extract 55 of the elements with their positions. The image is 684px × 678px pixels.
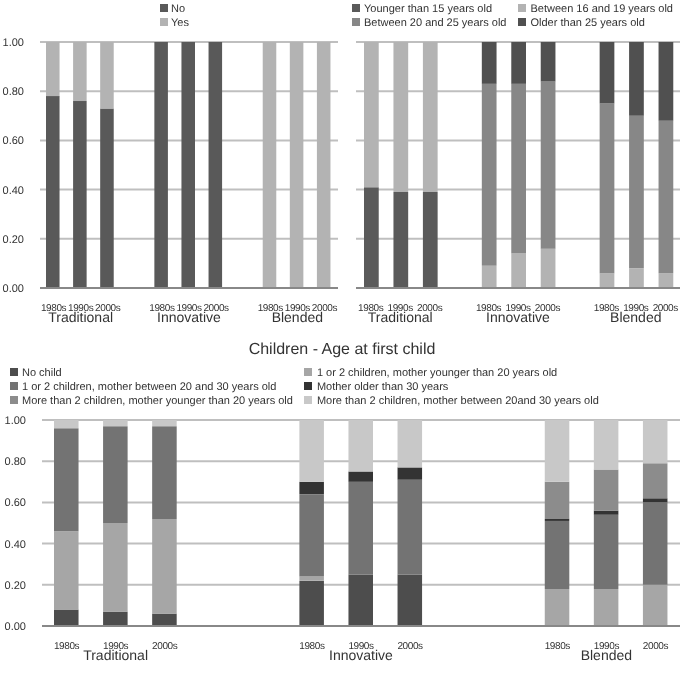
bar bbox=[73, 101, 87, 288]
bar bbox=[152, 518, 177, 614]
bar bbox=[348, 471, 373, 482]
bar bbox=[599, 42, 615, 104]
bar bbox=[642, 463, 668, 499]
bar bbox=[46, 96, 60, 288]
bar bbox=[397, 467, 423, 480]
bar bbox=[481, 83, 497, 266]
bar bbox=[511, 253, 526, 288]
bar bbox=[629, 115, 644, 269]
bar bbox=[642, 502, 668, 585]
bar bbox=[348, 574, 373, 626]
bar bbox=[348, 481, 373, 575]
bar bbox=[152, 426, 177, 519]
bar bbox=[629, 42, 644, 116]
bar bbox=[54, 428, 79, 532]
bar bbox=[481, 265, 497, 288]
bar bbox=[642, 584, 668, 626]
bar bbox=[544, 520, 570, 589]
bar bbox=[593, 588, 619, 626]
bar bbox=[103, 611, 128, 626]
bar bbox=[299, 494, 324, 577]
bar bbox=[364, 187, 379, 288]
bar bbox=[593, 514, 619, 589]
bar bbox=[511, 42, 526, 84]
bar bbox=[593, 469, 619, 511]
bar bbox=[629, 268, 644, 288]
bar bbox=[599, 273, 615, 288]
bar bbox=[154, 42, 168, 288]
bar bbox=[511, 83, 526, 254]
bar bbox=[152, 613, 177, 626]
bar bbox=[540, 42, 556, 82]
bar bbox=[103, 523, 128, 612]
bar bbox=[100, 108, 114, 288]
bar bbox=[393, 192, 409, 288]
bar bbox=[397, 479, 423, 575]
bar bbox=[599, 103, 615, 274]
bar bbox=[540, 248, 556, 288]
bar bbox=[544, 588, 570, 626]
bar bbox=[658, 42, 674, 121]
bar bbox=[481, 42, 497, 84]
bar bbox=[299, 580, 324, 626]
bar bbox=[181, 42, 195, 288]
bar bbox=[540, 81, 556, 249]
bar bbox=[208, 42, 223, 288]
bar bbox=[658, 273, 674, 288]
chart-title: Children - Age at first child bbox=[246, 340, 438, 362]
bar bbox=[658, 120, 674, 274]
bar bbox=[397, 574, 423, 626]
bar bbox=[54, 609, 79, 626]
bar bbox=[422, 192, 438, 288]
bar bbox=[54, 531, 79, 610]
bar bbox=[544, 481, 570, 519]
bar bbox=[299, 481, 324, 495]
bar bbox=[103, 426, 128, 523]
